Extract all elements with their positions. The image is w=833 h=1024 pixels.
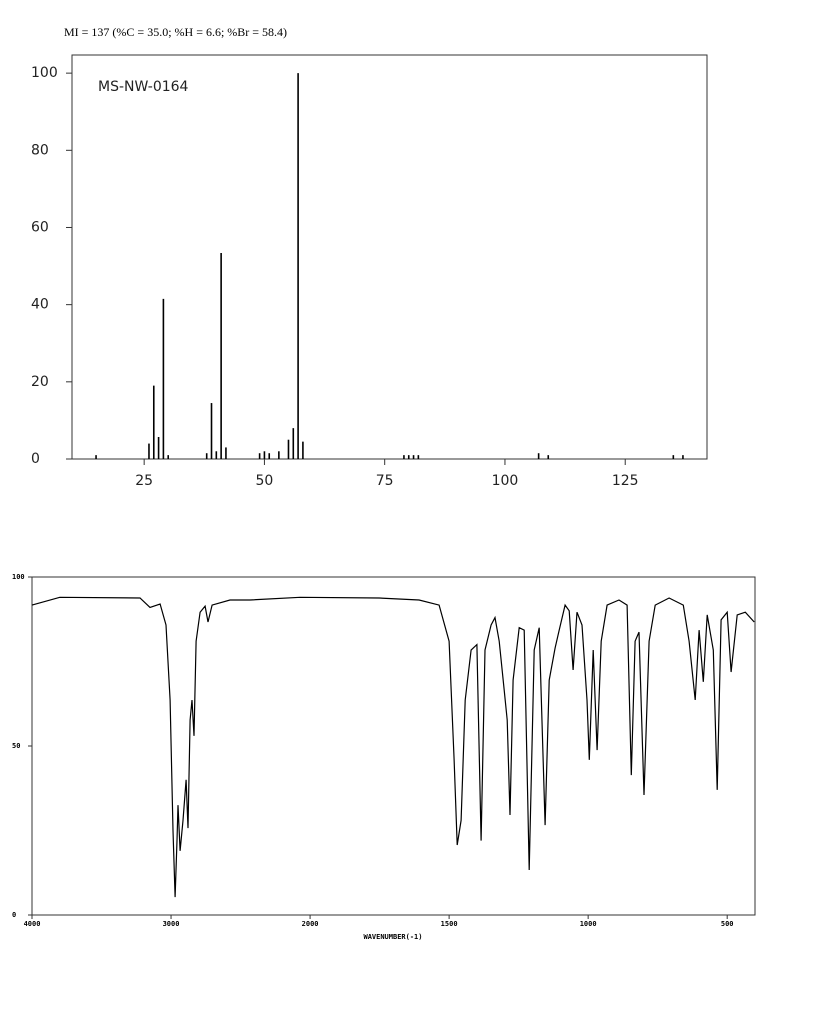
x-tick-label: 500 — [721, 920, 734, 928]
y-tick-label: 40 — [31, 297, 49, 313]
y-tick-label: 0 — [31, 451, 40, 467]
y-tick-label: 50 — [12, 742, 20, 750]
plot-frame — [31, 576, 756, 916]
plot-frame — [71, 54, 708, 460]
ir-spectrum: WAVENUMBER(-1) 0 50 100 4000 3000 2000 1500 100… — [12, 573, 756, 941]
x-tick-label: 125 — [612, 473, 639, 489]
annotation: MS-NW-0164 — [98, 79, 189, 95]
x-tick-label: 1000 — [580, 920, 597, 928]
x-tick-label: 2000 — [302, 920, 319, 928]
x-axis-label: WAVENUMBER(-1) — [363, 933, 422, 941]
y-tick-label: 60 — [31, 219, 49, 235]
x-tick-label: 100 — [492, 473, 519, 489]
x-tick-label: 75 — [376, 473, 394, 489]
y-tick-label: 0 — [12, 911, 16, 919]
x-tick-label: 3000 — [163, 920, 180, 928]
mass-spectrum: MS-NW-0164 0 20 40 60 80 100 25 50 75 100 125 — [31, 54, 708, 489]
y-tick-label: 100 — [31, 65, 58, 81]
y-tick-label: 100 — [12, 573, 25, 581]
x-tick-label: 4000 — [24, 920, 41, 928]
x-tick-label: 50 — [256, 473, 274, 489]
chart-title: MI = 137 (%C = 35.0; %H = 6.6; %Br = 58.… — [64, 25, 287, 39]
x-tick-label: 1500 — [441, 920, 458, 928]
y-tick-label: 80 — [31, 142, 49, 158]
spectrum-line — [31, 596, 755, 898]
x-tick-label: 25 — [135, 473, 153, 489]
y-tick-label: 20 — [31, 374, 49, 390]
